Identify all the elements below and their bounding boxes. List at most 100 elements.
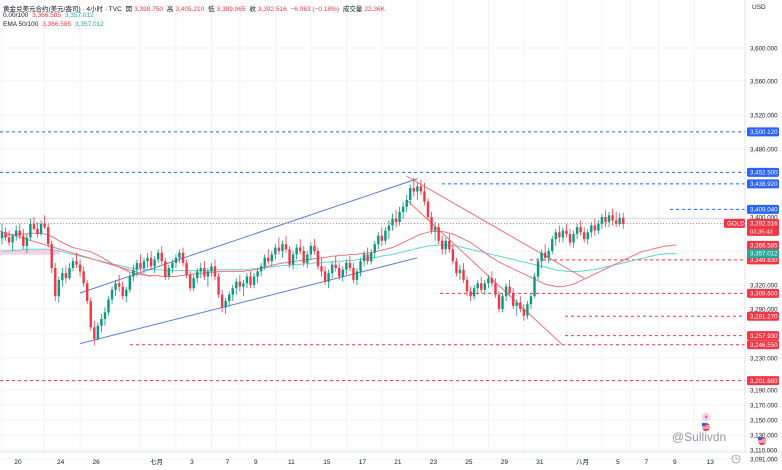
candle[interactable]: [398, 206, 401, 226]
candle[interactable]: [533, 273, 536, 298]
candle[interactable]: [171, 259, 174, 274]
candle[interactable]: [199, 262, 202, 279]
candle[interactable]: [277, 237, 281, 255]
candle[interactable]: [224, 297, 227, 314]
candle[interactable]: [561, 227, 565, 243]
candle[interactable]: [121, 281, 124, 300]
candle[interactable]: [327, 269, 330, 289]
candle[interactable]: [270, 251, 273, 267]
candle[interactable]: [469, 286, 472, 301]
candle[interactable]: [185, 259, 188, 279]
candle[interactable]: [441, 235, 444, 255]
candle[interactable]: [543, 244, 547, 262]
candle[interactable]: [157, 249, 160, 263]
trend-line[interactable]: [406, 175, 585, 279]
candle[interactable]: [501, 293, 504, 313]
candle[interactable]: [593, 218, 597, 236]
candle[interactable]: [320, 257, 323, 277]
candle[interactable]: [46, 223, 50, 248]
candle[interactable]: [256, 268, 259, 284]
candle[interactable]: [444, 237, 447, 255]
candle[interactable]: [394, 210, 398, 228]
candle[interactable]: [352, 262, 355, 284]
candle[interactable]: [29, 218, 32, 241]
candle[interactable]: [419, 179, 423, 195]
candle[interactable]: [309, 242, 313, 260]
candle[interactable]: [302, 245, 305, 267]
candle[interactable]: [210, 262, 213, 277]
candle[interactable]: [228, 291, 231, 306]
candle[interactable]: [15, 225, 18, 241]
candle[interactable]: [291, 251, 295, 270]
candle[interactable]: [483, 279, 486, 295]
candle[interactable]: [437, 223, 440, 245]
candle[interactable]: [416, 183, 419, 200]
candle[interactable]: [490, 271, 494, 287]
candle[interactable]: [25, 234, 29, 253]
candle[interactable]: [391, 213, 394, 231]
candle[interactable]: [288, 245, 291, 268]
candle[interactable]: [128, 273, 131, 293]
lightning-icon[interactable]: [701, 412, 711, 422]
candle[interactable]: [238, 274, 242, 292]
candle[interactable]: [117, 274, 121, 292]
candle[interactable]: [313, 239, 316, 255]
candle[interactable]: [458, 264, 462, 280]
candle[interactable]: [132, 264, 135, 282]
candle[interactable]: [242, 279, 245, 297]
candle[interactable]: [164, 257, 167, 280]
candle[interactable]: [274, 244, 277, 260]
candle[interactable]: [508, 279, 511, 297]
candle[interactable]: [476, 279, 479, 295]
candle[interactable]: [217, 273, 220, 298]
candle[interactable]: [0, 223, 4, 245]
candle[interactable]: [494, 278, 497, 298]
candle[interactable]: [604, 210, 607, 228]
candle[interactable]: [252, 273, 256, 289]
candle[interactable]: [373, 240, 376, 258]
candle[interactable]: [504, 283, 508, 301]
candle[interactable]: [149, 251, 153, 270]
candle[interactable]: [284, 235, 288, 253]
candle[interactable]: [153, 256, 156, 274]
candle[interactable]: [334, 256, 337, 272]
candle[interactable]: [86, 279, 89, 305]
flag-icon[interactable]: [758, 437, 766, 445]
candle[interactable]: [50, 240, 53, 274]
candle[interactable]: [448, 234, 451, 253]
ema-legend[interactable]: EMA 50/100 3,366.585 3,357.012: [3, 21, 106, 28]
candle[interactable]: [522, 304, 526, 321]
candle[interactable]: [579, 220, 582, 236]
candle[interactable]: [565, 223, 568, 238]
candle[interactable]: [370, 249, 373, 265]
candle[interactable]: [220, 289, 224, 313]
candle[interactable]: [423, 183, 426, 206]
candle[interactable]: [103, 307, 107, 326]
candle[interactable]: [125, 286, 128, 303]
candle[interactable]: [529, 293, 533, 309]
candle[interactable]: [462, 262, 465, 284]
candle[interactable]: [359, 257, 362, 277]
candle[interactable]: [267, 249, 270, 265]
time-axis[interactable]: 20 24 26 七月 3 7 9 11 15 17 21 23 25 29 31 八月 5 7 9 13: [14, 457, 714, 466]
candle[interactable]: [235, 278, 238, 295]
candle[interactable]: [554, 228, 557, 246]
candle[interactable]: [192, 274, 195, 292]
candle[interactable]: [433, 222, 437, 241]
candle[interactable]: [100, 314, 103, 333]
candle[interactable]: [18, 223, 21, 240]
candle[interactable]: [611, 208, 614, 226]
candle[interactable]: [536, 257, 540, 280]
candle[interactable]: [306, 251, 309, 268]
candle[interactable]: [68, 262, 71, 280]
candle[interactable]: [135, 259, 139, 277]
candle[interactable]: [22, 228, 25, 250]
candle[interactable]: [614, 211, 618, 228]
candle[interactable]: [110, 286, 114, 305]
candle[interactable]: [196, 268, 199, 284]
candle[interactable]: [263, 254, 266, 270]
candle[interactable]: [330, 261, 334, 279]
candle[interactable]: [480, 276, 483, 294]
